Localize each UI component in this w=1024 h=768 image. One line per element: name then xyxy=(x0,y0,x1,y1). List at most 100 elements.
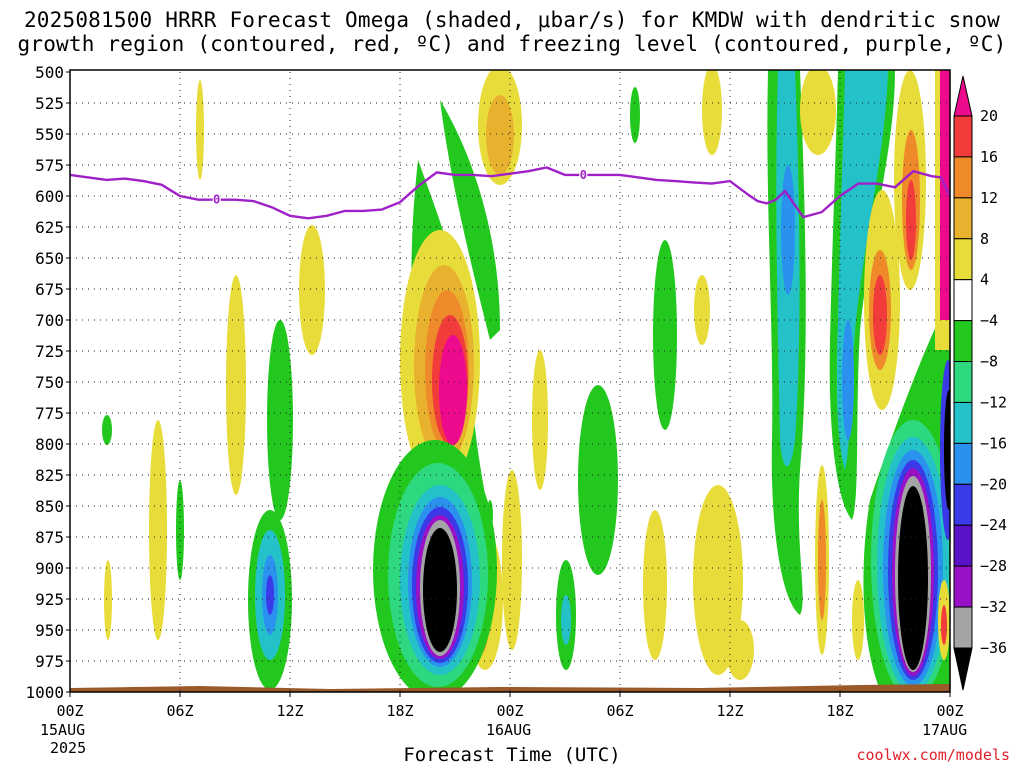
omega-region xyxy=(694,275,710,345)
y-tick-label: 1000 xyxy=(25,683,64,702)
freezing-level-contour-label: 0 xyxy=(580,168,587,182)
freezing-level-contour-label: 0 xyxy=(213,193,220,207)
y-tick-label: 775 xyxy=(35,404,64,423)
colorbar-segment xyxy=(953,320,973,363)
colorbar-tick-label: −36 xyxy=(980,639,1007,657)
omega-region xyxy=(266,575,274,615)
colorbar-tick-label: −24 xyxy=(980,516,1007,534)
colorbar-segment xyxy=(953,238,973,281)
date-label-start-year: 2025 xyxy=(50,739,87,757)
x-tick-label: 18Z xyxy=(826,702,853,720)
contour-label-bg xyxy=(212,192,221,205)
colorbar-segment xyxy=(953,401,973,444)
colorbar-top-arrow xyxy=(953,75,973,117)
colorbar-segment xyxy=(953,156,973,199)
y-tick-label: 575 xyxy=(35,156,64,175)
chart-title-line1: 2025081500 HRRR Forecast Omega (shaded, … xyxy=(23,8,1001,32)
x-tick-label: 00Z xyxy=(936,702,963,720)
colorbar-segment xyxy=(953,442,973,485)
omega-region xyxy=(267,320,293,520)
colorbar-tick-label: 16 xyxy=(980,148,998,166)
omega-region xyxy=(693,485,743,675)
y-tick-label: 925 xyxy=(35,590,64,609)
omega-region xyxy=(578,385,618,575)
omega-region xyxy=(532,350,548,490)
colorbar-tick-label: 12 xyxy=(980,189,998,207)
omega-region xyxy=(873,275,887,355)
omega-region xyxy=(226,275,246,495)
x-tick-label: 12Z xyxy=(716,702,743,720)
colorbar-tick-label: 4 xyxy=(980,271,989,289)
y-tick-label: 875 xyxy=(35,528,64,547)
colorbar-tick-label: −4 xyxy=(980,312,998,330)
y-tick-label: 700 xyxy=(35,311,64,330)
omega-region xyxy=(423,528,457,652)
omega-region xyxy=(941,605,947,645)
colorbar-tick-label: −12 xyxy=(980,393,1007,411)
omega-region xyxy=(487,500,493,530)
date-label-mid-day: 16AUG xyxy=(486,721,532,739)
omega-region xyxy=(653,240,677,430)
omega-region xyxy=(102,415,112,445)
omega-region xyxy=(781,165,795,295)
freezing-level-labels: 00 xyxy=(212,167,588,207)
colorbar-segment xyxy=(953,197,973,240)
colorbar-segment xyxy=(953,524,973,567)
colorbar-segment xyxy=(953,565,973,608)
colorbar-bottom-arrow xyxy=(953,647,973,691)
y-tick-label: 850 xyxy=(35,497,64,516)
omega-region xyxy=(486,95,514,175)
omega-region xyxy=(104,560,112,640)
omega-region xyxy=(940,70,950,320)
y-tick-label: 500 xyxy=(35,63,64,82)
colorbar-segment xyxy=(953,606,973,649)
colorbar-segment xyxy=(953,483,973,526)
y-tick-label: 800 xyxy=(35,435,64,454)
omega-region xyxy=(299,225,325,355)
colorbar: 20 16 12 8 4 −4 −8 −12 −16 −20 −24 −28 −32 −36 xyxy=(953,75,1007,691)
date-label-end-day: 17AUG xyxy=(922,721,968,739)
colorbar-segment xyxy=(953,279,973,322)
y-tick-label: 600 xyxy=(35,187,64,206)
colorbar-tick-label: 8 xyxy=(980,230,989,248)
x-tick-label: 06Z xyxy=(166,702,193,720)
y-axis: 500 525 550 575 600 625 650 675 700 725 750 775 800 8… xyxy=(25,63,70,702)
credit-text: coolwx.com/models xyxy=(856,746,1010,764)
omega-region xyxy=(702,70,722,155)
omega-region xyxy=(842,320,854,440)
omega-region xyxy=(726,620,754,680)
x-tick-label: 00Z xyxy=(496,702,523,720)
colorbar-tick-label: −32 xyxy=(980,598,1007,616)
omega-region xyxy=(149,420,167,640)
colorbar-tick-label: −16 xyxy=(980,434,1007,452)
y-tick-label: 900 xyxy=(35,559,64,578)
y-tick-label: 975 xyxy=(35,652,64,671)
colorbar-tick-label: 20 xyxy=(980,107,998,125)
x-tick-label: 00Z xyxy=(56,702,83,720)
omega-region xyxy=(440,100,500,340)
colorbar-segment xyxy=(953,115,973,158)
y-tick-label: 750 xyxy=(35,373,64,392)
omega-region xyxy=(630,87,640,143)
y-tick-label: 725 xyxy=(35,342,64,361)
omega-region xyxy=(196,80,204,180)
colorbar-tick-label: −28 xyxy=(980,557,1007,575)
date-label-start-day: 15AUG xyxy=(40,721,86,739)
x-tick-label: 12Z xyxy=(276,702,303,720)
omega-region xyxy=(643,510,667,660)
omega-region xyxy=(818,500,826,620)
y-tick-label: 675 xyxy=(35,280,64,299)
omega-shading xyxy=(70,70,950,692)
y-tick-label: 625 xyxy=(35,218,64,237)
x-tick-label: 18Z xyxy=(386,702,413,720)
omega-region xyxy=(439,335,467,445)
omega-region xyxy=(898,486,928,670)
x-tick-label: 06Z xyxy=(606,702,633,720)
omega-region xyxy=(561,595,571,645)
y-tick-label: 550 xyxy=(35,125,64,144)
colorbar-tick-label: −8 xyxy=(980,353,998,371)
chart-title-line2: growth region (contoured, red, ºC) and f… xyxy=(17,32,1007,56)
grid xyxy=(70,72,950,692)
omega-region xyxy=(852,580,864,660)
freezing-level-contour xyxy=(69,166,952,220)
